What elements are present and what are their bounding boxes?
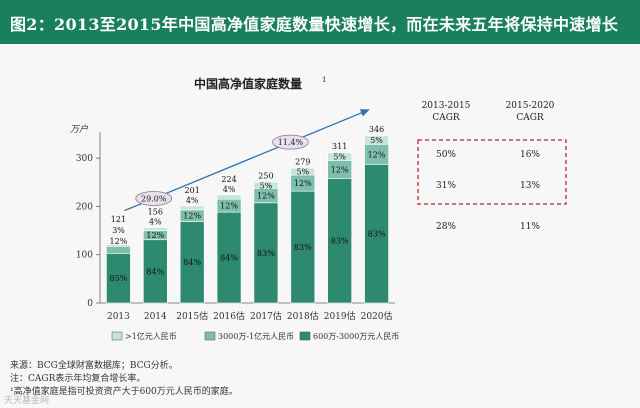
segment-label: 85% [110, 274, 128, 283]
segment-label: 12% [294, 179, 312, 188]
chart-title: 中国高净值家庭数量 [194, 76, 302, 91]
segment-label: 4% [149, 218, 162, 227]
x-tick-label: 2019估 [324, 310, 356, 322]
total-label: 346 [369, 125, 384, 134]
segment-label: 12% [368, 150, 386, 159]
cagr-note: 注：CAGR表示年均复合增长率。 [10, 374, 146, 384]
total-label: 121 [111, 215, 126, 224]
bar-segment [327, 178, 352, 304]
cagr-ellipse-label: 11.4% [278, 138, 304, 147]
legend-label: 600万-3000万元人民币 [313, 332, 399, 341]
cagr-highlight-box [417, 139, 567, 205]
cagr-table-cell: 50% [436, 150, 456, 160]
chart-panel [0, 44, 640, 408]
source-notes: 来源：BCG全球财富数据库；BCG分析。 注：CAGR表示年均复合增长率。 ¹高… [10, 360, 510, 399]
segment-label: 84% [183, 258, 201, 267]
segment-label: 84% [220, 254, 238, 263]
bar-segment [106, 246, 131, 254]
segment-label: 83% [294, 243, 312, 252]
cagr-ellipse-label: 29.0% [141, 194, 167, 203]
cagr-table-header: CAGR [516, 113, 544, 123]
cagr-table-header: CAGR [432, 113, 460, 123]
segment-label: 5% [370, 136, 383, 145]
bar-segment [364, 135, 389, 145]
bar-segment [364, 164, 389, 304]
segment-label: 12% [257, 192, 275, 201]
segment-label: 83% [368, 230, 386, 239]
total-label: 311 [332, 142, 347, 151]
x-tick-label: 2013 [107, 312, 130, 322]
x-tick-label: 2018估 [287, 310, 319, 322]
bar-segment [216, 194, 242, 200]
x-tick-label: 2014 [144, 312, 167, 322]
y-tick-label: 100 [76, 251, 93, 261]
bar-segment [143, 227, 168, 232]
total-label: 250 [258, 171, 273, 180]
segment-label: 12% [183, 212, 201, 221]
cagr-table-cell: 11% [520, 222, 540, 232]
segment-label: 12% [331, 165, 349, 174]
segment-label: 4% [223, 185, 236, 194]
legend-swatch [111, 331, 123, 341]
segment-label: 4% [186, 196, 199, 205]
bar-segment [253, 202, 279, 304]
chart-title-superscript: 1 [322, 76, 326, 84]
cagr-table-cell: 31% [436, 181, 456, 191]
segment-label: 3% [112, 226, 125, 235]
x-tick-label: 2020估 [361, 310, 393, 322]
legend-swatch [299, 331, 311, 341]
segment-label: 5% [260, 181, 273, 190]
x-tick-label: 2017估 [250, 310, 282, 322]
x-tick-label: 2015估 [176, 310, 208, 322]
total-label: 224 [221, 175, 236, 184]
y-axis-label: 万户 [70, 124, 89, 135]
cagr-table-cell: 28% [436, 222, 456, 232]
page-title: 图2：2013至2015年中国高净值家庭数量快速增长，而在未来五年将保持中速增长 [10, 15, 619, 34]
x-tick-label: 2016估 [213, 310, 245, 322]
bar-segment [216, 211, 242, 304]
total-label: 279 [295, 157, 310, 166]
segment-label: 12% [146, 231, 164, 240]
bar-segment [106, 244, 131, 247]
cagr-table-header: 2013-2015 [422, 101, 471, 111]
segment-label: 12% [220, 202, 238, 211]
cagr-table-cell: 13% [520, 181, 540, 191]
segment-label: 84% [146, 267, 164, 276]
bar-segment [253, 181, 279, 189]
segment-label: 83% [257, 249, 275, 258]
y-tick-label: 300 [76, 154, 93, 164]
source-note: 来源：BCG全球财富数据库；BCG分析。 [10, 361, 178, 371]
bar-segment [327, 152, 352, 161]
bar-segment [179, 221, 205, 304]
y-tick-label: 200 [76, 202, 93, 212]
segment-label: 5% [333, 153, 346, 162]
total-label: 156 [148, 208, 163, 217]
definition-note: ¹高净值家庭是指可投资资产大于600万元人民币的家庭。 [10, 387, 238, 397]
legend-label: 3000万-1亿元人民币 [218, 331, 294, 341]
legend-swatch [204, 331, 216, 341]
bar-segment [179, 205, 205, 211]
total-label: 201 [185, 186, 200, 195]
segment-label: 12% [110, 237, 128, 246]
bar-segment [290, 190, 316, 304]
y-tick-label: 0 [87, 299, 93, 309]
legend-label: >1亿元人民币 [125, 331, 177, 341]
cagr-ellipse-2013-2015 [135, 191, 173, 206]
cagr-table-header: 2015-2020 [506, 101, 555, 111]
bar-segment [290, 167, 316, 176]
watermark-text: 天天基金网 [4, 396, 50, 406]
cagr-ellipse-2015-2020 [272, 134, 309, 150]
header-bar: 图2：2013至2015年中国高净值家庭数量快速增长，而在未来五年将保持中速增长 [0, 0, 640, 44]
cagr-table-cell: 16% [520, 150, 540, 160]
bar-segment [143, 239, 168, 304]
segment-label: 5% [296, 168, 309, 177]
segment-label: 83% [331, 237, 349, 246]
